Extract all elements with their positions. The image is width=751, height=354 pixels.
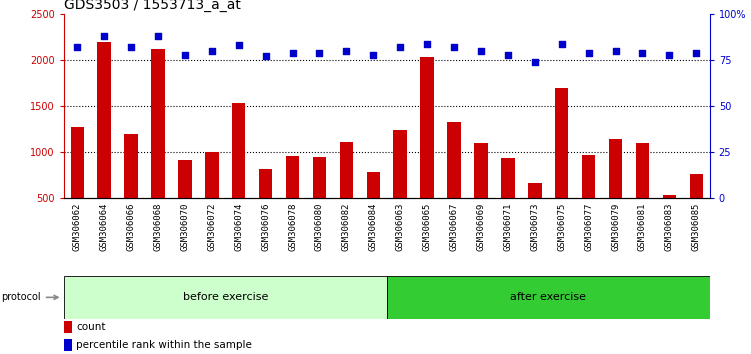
Point [287, 50, 299, 56]
Point [502, 52, 514, 57]
Bar [339, 142, 353, 244]
Text: GSM306070: GSM306070 [180, 202, 189, 251]
Bar [448, 122, 461, 244]
Point [313, 50, 325, 56]
Point [394, 45, 406, 50]
Text: GSM306082: GSM306082 [342, 202, 351, 251]
Point [529, 59, 541, 65]
Point [367, 52, 379, 57]
Text: GSM306069: GSM306069 [476, 202, 485, 251]
Point [98, 33, 110, 39]
Point [421, 41, 433, 46]
Text: GSM306079: GSM306079 [611, 202, 620, 251]
Bar [387, 276, 710, 319]
Bar [64, 321, 72, 333]
Text: GSM306067: GSM306067 [450, 202, 459, 251]
Bar [205, 152, 219, 244]
Text: protocol: protocol [2, 292, 58, 302]
Text: GSM306068: GSM306068 [153, 202, 162, 251]
Text: GSM306083: GSM306083 [665, 202, 674, 251]
Bar [259, 169, 273, 244]
Text: GSM306078: GSM306078 [288, 202, 297, 251]
Bar [474, 143, 487, 244]
Bar [582, 155, 596, 244]
Point [610, 48, 622, 54]
Text: GSM306073: GSM306073 [530, 202, 539, 251]
Bar [151, 49, 164, 244]
Point [636, 50, 648, 56]
Bar [662, 195, 676, 244]
Text: GSM306062: GSM306062 [73, 202, 82, 251]
Text: GSM306063: GSM306063 [396, 202, 405, 251]
Text: GSM306074: GSM306074 [234, 202, 243, 251]
Text: GSM306064: GSM306064 [100, 202, 109, 251]
Text: before exercise: before exercise [182, 292, 268, 302]
Point [448, 45, 460, 50]
Bar [64, 276, 387, 319]
Point [475, 48, 487, 54]
Text: GSM306066: GSM306066 [127, 202, 136, 251]
Bar [178, 160, 192, 244]
Point [690, 50, 702, 56]
Point [233, 42, 245, 48]
Bar [366, 172, 380, 244]
Text: GSM306071: GSM306071 [503, 202, 512, 251]
Bar [501, 158, 514, 244]
Text: GSM306084: GSM306084 [369, 202, 378, 251]
Text: GSM306081: GSM306081 [638, 202, 647, 251]
Bar [394, 130, 407, 244]
Text: GSM306065: GSM306065 [423, 202, 432, 251]
Bar [528, 183, 541, 244]
Point [206, 48, 218, 54]
Bar [312, 157, 326, 244]
Bar [71, 127, 84, 244]
Text: after exercise: after exercise [510, 292, 587, 302]
Text: GSM306077: GSM306077 [584, 202, 593, 251]
Text: GDS3503 / 1553713_a_at: GDS3503 / 1553713_a_at [64, 0, 241, 12]
Bar [98, 42, 111, 244]
Bar [609, 139, 623, 244]
Text: GSM306072: GSM306072 [207, 202, 216, 251]
Text: GSM306076: GSM306076 [261, 202, 270, 251]
Point [152, 33, 164, 39]
Text: percentile rank within the sample: percentile rank within the sample [76, 340, 252, 350]
Point [583, 50, 595, 56]
Bar [555, 88, 569, 244]
Bar [232, 103, 246, 244]
Text: GSM306085: GSM306085 [692, 202, 701, 251]
Text: GSM306075: GSM306075 [557, 202, 566, 251]
Bar [125, 134, 138, 244]
Bar [286, 156, 300, 244]
Point [125, 45, 137, 50]
Bar [635, 143, 649, 244]
Bar [421, 57, 434, 244]
Point [260, 54, 272, 59]
Text: count: count [76, 322, 106, 332]
Point [663, 52, 675, 57]
Point [71, 45, 83, 50]
Text: GSM306080: GSM306080 [315, 202, 324, 251]
Point [556, 41, 568, 46]
Bar [64, 339, 72, 351]
Point [340, 48, 352, 54]
Point [179, 52, 191, 57]
Bar [689, 174, 703, 244]
